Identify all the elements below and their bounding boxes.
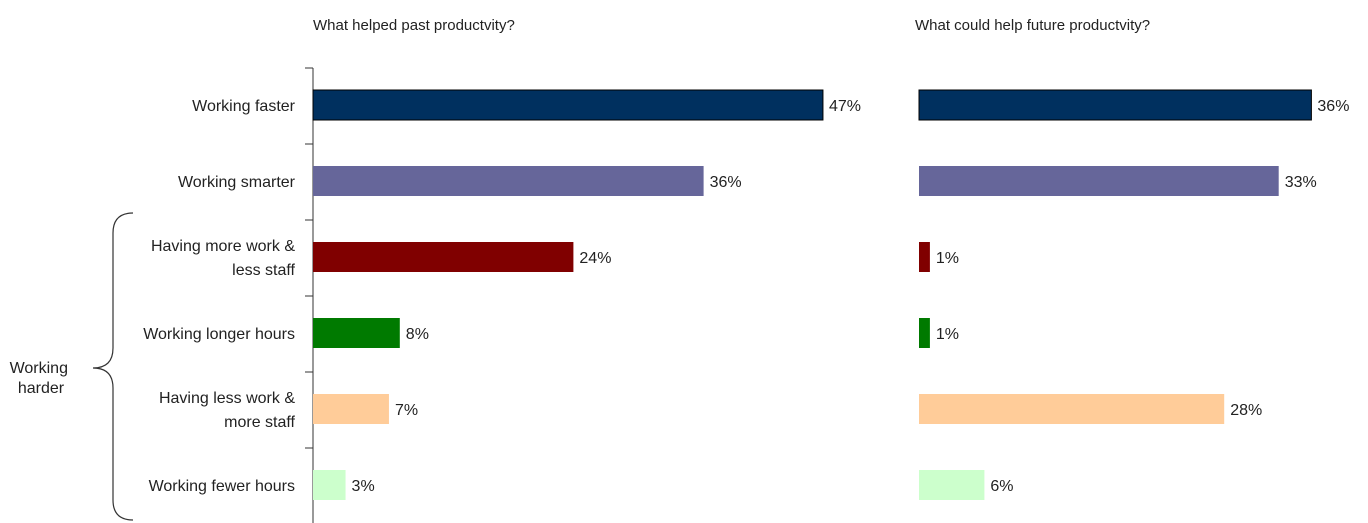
category-label-line: less staff — [232, 262, 295, 279]
left-chart-value-label: 24% — [579, 250, 611, 267]
category-label: Working fewer hours — [149, 478, 295, 495]
category-label-line: Working smarter — [178, 174, 296, 191]
working-harder-bracket — [92, 212, 134, 521]
category-label-line: Working faster — [192, 98, 296, 115]
working-harder-label-line-2: harder — [18, 380, 65, 397]
category-label-line: Working fewer hours — [149, 478, 295, 495]
left-chart-bar — [312, 89, 824, 121]
right-chart-bar — [918, 89, 1312, 121]
category-label: Working smarter — [178, 174, 296, 191]
category-label: Having less work & more staff — [159, 390, 296, 431]
right-chart-bar — [919, 318, 930, 348]
category-label-line: Having less work & — [159, 390, 295, 407]
left-chart-value-label: 7% — [395, 402, 418, 419]
left-chart-value-label: 8% — [406, 326, 429, 343]
right-chart-value-label: 28% — [1230, 402, 1262, 419]
left-chart-bar — [313, 318, 400, 348]
right-chart-value-label: 1% — [936, 250, 959, 267]
category-label: Working faster — [192, 98, 296, 115]
right-chart-bar — [919, 242, 930, 272]
left-chart-title: What helped past productvity? — [313, 17, 515, 34]
right-chart-bar — [919, 394, 1225, 424]
category-label-line: Having more work & — [151, 238, 295, 255]
right-chart-bars: 36% 33% 1% 1% 28% 6% — [918, 89, 1349, 500]
category-label-line: Working longer hours — [143, 326, 295, 343]
right-chart-value-label: 36% — [1317, 98, 1349, 115]
left-chart-value-label: 36% — [710, 174, 742, 191]
left-chart-bar — [313, 394, 389, 424]
right-chart-value-label: 6% — [990, 478, 1013, 495]
category-label-line: more staff — [224, 414, 295, 431]
category-label: Having more work & less staff — [151, 238, 296, 279]
right-chart-bar — [919, 166, 1279, 196]
right-chart-bar — [919, 470, 985, 500]
right-chart-value-label: 1% — [936, 326, 959, 343]
left-chart-ticks — [305, 67, 313, 449]
category-label: Working longer hours — [143, 326, 295, 343]
working-harder-label: Working harder — [10, 360, 73, 397]
left-chart-value-label: 3% — [352, 478, 375, 495]
category-labels: Working faster Working smarter Having more… — [143, 98, 295, 495]
right-chart-value-label: 33% — [1285, 174, 1317, 191]
left-chart-bars: 47% 36% 24% 8% 7% 3% — [312, 89, 861, 500]
left-chart-bar — [313, 166, 704, 196]
right-chart-title: What could help future productvity? — [915, 17, 1150, 34]
left-chart-bar — [313, 470, 346, 500]
left-chart-bar — [313, 242, 574, 272]
left-chart-value-label: 47% — [829, 98, 861, 115]
working-harder-label-line-1: Working — [10, 360, 68, 377]
